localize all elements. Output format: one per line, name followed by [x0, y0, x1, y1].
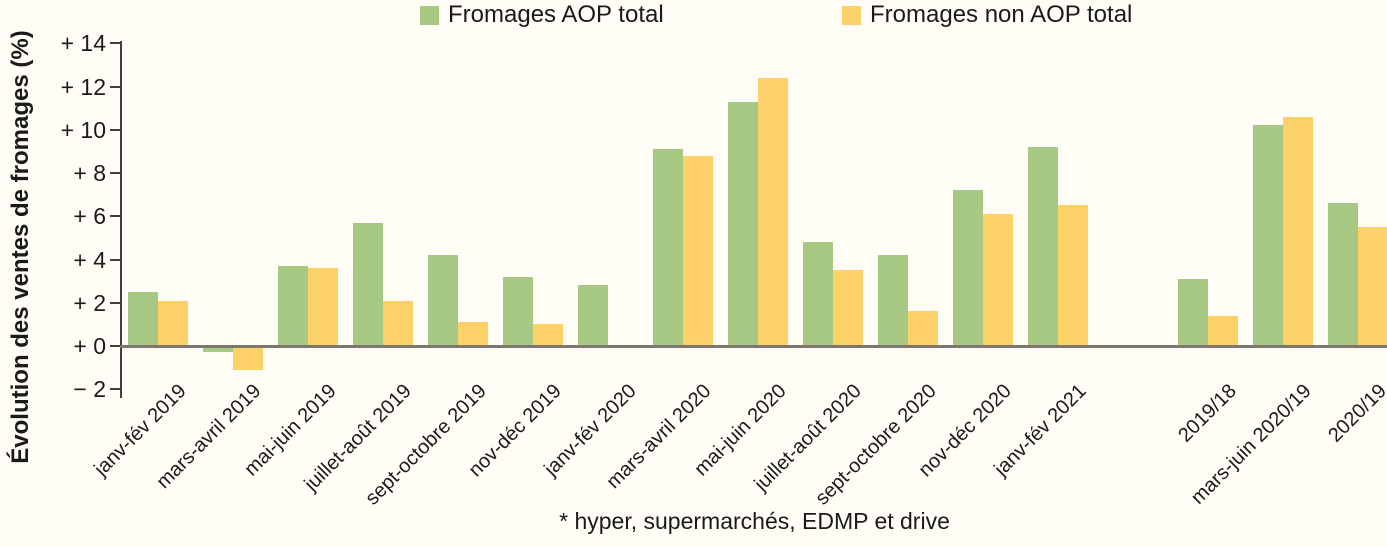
y-tick-mark: [110, 215, 120, 218]
y-tick-label: − 2: [73, 376, 106, 403]
y-tick-mark: [110, 258, 120, 261]
bar-non-aop-0: [158, 300, 188, 346]
bar-non-aop-2: [308, 268, 338, 346]
y-tick-mark: [110, 85, 120, 88]
y-tick-label: + 6: [73, 203, 106, 230]
x-category-label-15: 2020/19: [1323, 380, 1387, 447]
y-tick-label: + 10: [60, 116, 106, 143]
bar-aop-12: [1028, 147, 1058, 346]
y-tick-mark: [110, 42, 120, 45]
bar-non-aop-15: [1358, 227, 1387, 346]
y-tick-mark: [110, 128, 120, 131]
legend-label-aop: Fromages AOP total: [448, 1, 664, 28]
bar-aop-10: [878, 255, 908, 346]
bar-non-aop-5: [533, 324, 563, 346]
y-tick-mark: [110, 172, 120, 174]
bar-non-aop-3: [383, 300, 413, 346]
bar-non-aop-12: [1058, 205, 1088, 346]
legend-swatch-aop-icon: [420, 5, 439, 25]
bar-aop-4: [428, 255, 458, 346]
bar-aop-5: [503, 276, 533, 346]
bar-aop-8: [728, 101, 758, 346]
bar-aop-15: [1328, 203, 1358, 346]
bar-aop-2: [278, 265, 308, 346]
y-tick-label: + 0: [73, 333, 106, 359]
bar-aop-3: [353, 222, 383, 346]
x-category-label-13: 2019/18: [1173, 380, 1241, 447]
bar-non-aop-11: [983, 214, 1013, 346]
y-tick-label: + 8: [73, 160, 106, 186]
bar-non-aop-14: [1283, 116, 1313, 346]
y-tick-label: + 2: [73, 289, 106, 316]
footnote: * hyper, supermarchés, EDMP et drive: [559, 508, 950, 534]
y-tick-mark: [110, 345, 120, 347]
bar-aop-13: [1178, 278, 1208, 346]
bar-non-aop-13: [1208, 315, 1238, 346]
legend-swatch-non-aop-icon: [842, 5, 861, 25]
bar-aop-9: [803, 242, 833, 346]
bar-non-aop-10: [908, 311, 938, 346]
bar-non-aop-8: [758, 77, 788, 346]
y-tick-label: + 12: [60, 73, 106, 100]
zero-baseline: [120, 344, 1387, 348]
bar-non-aop-9: [833, 270, 863, 346]
bar-non-aop-7: [683, 155, 713, 346]
bar-non-aop-4: [458, 322, 488, 346]
y-axis-line: [120, 41, 122, 398]
bar-aop-7: [653, 149, 683, 346]
y-tick-mark: [110, 388, 120, 391]
y-tick-mark: [110, 301, 120, 304]
legend-item-non-aop: Fromages non AOP total: [842, 2, 1132, 28]
bar-aop-14: [1253, 125, 1283, 346]
bar-non-aop-1: [233, 346, 263, 370]
legend-label-non-aop: Fromages non AOP total: [870, 1, 1133, 28]
bar-aop-11: [953, 190, 983, 346]
y-tick-label: + 14: [60, 30, 106, 57]
bar-aop-1: [203, 346, 233, 353]
bar-aop-6: [578, 285, 608, 346]
bar-aop-0: [128, 291, 158, 346]
y-tick-label: + 4: [73, 246, 106, 273]
legend-item-aop: Fromages AOP total: [420, 2, 664, 28]
